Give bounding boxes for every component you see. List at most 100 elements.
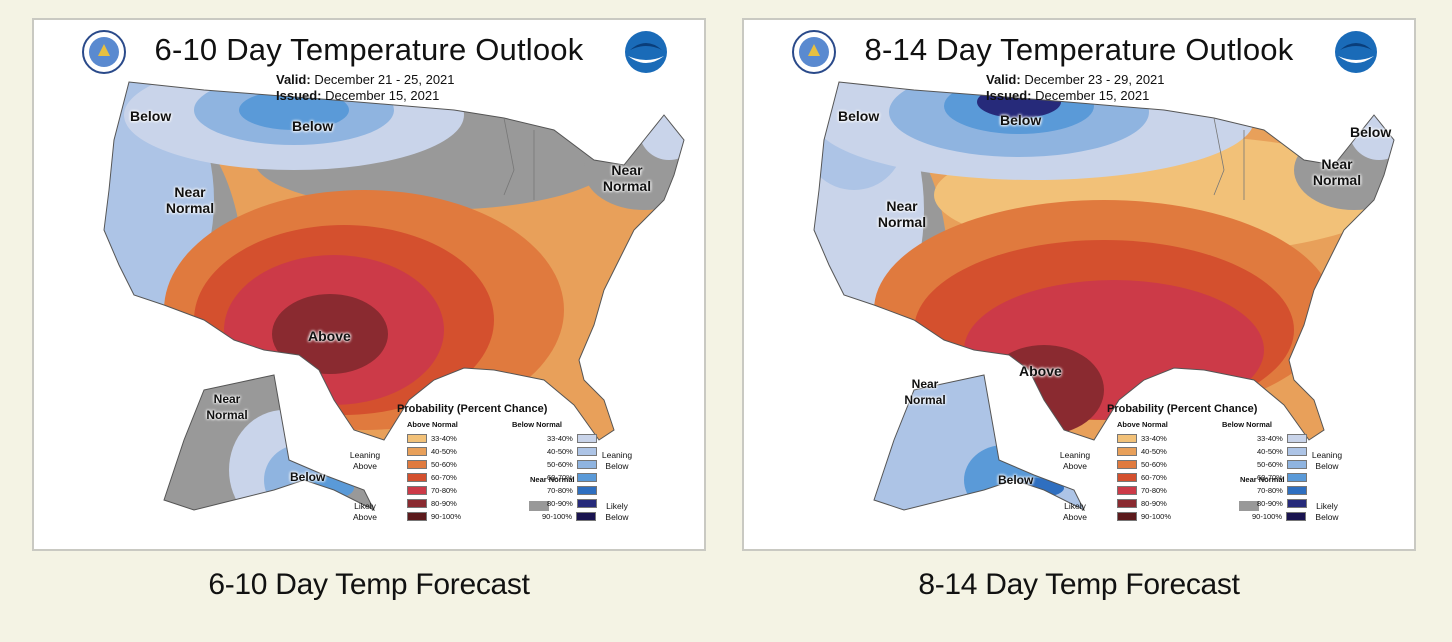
swatch-below-60 bbox=[576, 472, 597, 482]
valid-dates: December 23 - 29, 2021 bbox=[1024, 72, 1165, 87]
legend-below-row: 60-70% bbox=[547, 471, 597, 483]
issued-date: December 15, 2021 bbox=[1035, 88, 1150, 103]
legend-above-row: 60-70% bbox=[1117, 471, 1167, 483]
noaa-logo bbox=[624, 30, 668, 74]
commerce-seal-logo bbox=[792, 30, 836, 74]
legend-above-row: 50-60% bbox=[1117, 458, 1167, 470]
legend-likely-below: Likely Below bbox=[1315, 501, 1339, 522]
legend-above-row: 40-50% bbox=[407, 445, 457, 457]
range-label: 40-50% bbox=[547, 446, 573, 456]
map-title: 6-10 Day Temperature Outlook bbox=[154, 32, 584, 67]
outlook-map-6-10 bbox=[103, 81, 685, 512]
swatch-below-50 bbox=[1286, 459, 1307, 469]
swatch-above-70 bbox=[1117, 485, 1137, 495]
range-label: 90-100% bbox=[431, 511, 462, 521]
legend-above-row: 33-40% bbox=[1117, 432, 1167, 444]
swatch-below-80 bbox=[576, 498, 597, 508]
label-below-northeast: Below bbox=[1350, 124, 1392, 140]
legend-below-header: Below Normal bbox=[512, 420, 563, 429]
zone-below-ne bbox=[639, 100, 684, 160]
swatch-above-33 bbox=[407, 433, 427, 443]
range-label: 33-40% bbox=[547, 433, 573, 443]
label-below-alaska: Below bbox=[290, 470, 326, 484]
label-above: Above bbox=[308, 328, 351, 344]
range-label: 70-80% bbox=[547, 485, 573, 495]
label-below-north: Below bbox=[1000, 112, 1042, 128]
range-label: 80-90% bbox=[431, 498, 457, 508]
range-label: 70-80% bbox=[1141, 485, 1167, 495]
legend-below-row: 90-100% bbox=[542, 510, 597, 522]
legend-leaning-below: Leaning Below bbox=[601, 450, 633, 471]
legend-below-row: 50-60% bbox=[547, 458, 597, 470]
legend-below-row: 70-80% bbox=[547, 484, 597, 496]
legend-above-row: 60-70% bbox=[407, 471, 457, 483]
legend-below-row: 80-90% bbox=[547, 497, 597, 509]
swatch-below-90 bbox=[576, 511, 597, 521]
legend-near-normal: Near Normal bbox=[530, 475, 575, 484]
probability-legend: Probability (Percent Chance) Above Norma… bbox=[342, 403, 642, 543]
range-label: 50-60% bbox=[1257, 459, 1283, 469]
legend-below-row: 70-80% bbox=[1257, 484, 1307, 496]
swatch-above-33 bbox=[1117, 433, 1137, 443]
range-label: 33-40% bbox=[1257, 433, 1283, 443]
issued-date: December 15, 2021 bbox=[325, 88, 440, 103]
legend-leaning-below: Leaning Below bbox=[1311, 450, 1343, 471]
legend-below-row: 50-60% bbox=[1257, 458, 1307, 470]
legend-above-row: 33-40% bbox=[407, 432, 457, 444]
issued-label: Issued: bbox=[276, 88, 322, 103]
swatch-below-33 bbox=[576, 433, 597, 443]
legend-below-row: 40-50% bbox=[547, 445, 597, 457]
range-label: 80-90% bbox=[547, 498, 573, 508]
zone-above-80 bbox=[272, 294, 388, 374]
range-label: 50-60% bbox=[1141, 459, 1167, 469]
valid-issued-block: Valid: December 23 - 29, 2021 Issued: De… bbox=[986, 72, 1165, 104]
label-near-normal-ne: Near Normal bbox=[602, 162, 652, 194]
legend-below-row: 40-50% bbox=[1257, 445, 1307, 457]
legend-above-header: Above Normal bbox=[1117, 420, 1168, 429]
legend-above-row: 90-100% bbox=[407, 510, 461, 522]
range-label: 80-90% bbox=[1257, 498, 1283, 508]
valid-issued-block: Valid: December 21 - 25, 2021 Issued: De… bbox=[276, 72, 455, 104]
range-label: 60-70% bbox=[1257, 472, 1283, 482]
commerce-seal-logo bbox=[82, 30, 126, 74]
legend-below-row: 33-40% bbox=[1257, 432, 1307, 444]
noaa-logo bbox=[1334, 30, 1378, 74]
legend-above-row: 90-100% bbox=[1117, 510, 1171, 522]
swatch-above-90 bbox=[407, 511, 427, 521]
label-near-normal-alaska: Near Normal bbox=[904, 377, 946, 407]
caption-8-14-day[interactable]: 8-14 Day Temp Forecast bbox=[918, 568, 1240, 601]
legend-title: Probability (Percent Chance) bbox=[1107, 403, 1258, 415]
range-label: 40-50% bbox=[1257, 446, 1283, 456]
swatch-above-60 bbox=[1117, 472, 1137, 482]
range-label: 50-60% bbox=[547, 459, 573, 469]
range-label: 60-70% bbox=[1141, 472, 1167, 482]
swatch-below-90 bbox=[1286, 511, 1307, 521]
valid-dates: December 21 - 25, 2021 bbox=[314, 72, 455, 87]
label-below-north: Below bbox=[292, 118, 334, 134]
swatch-above-50 bbox=[1117, 459, 1137, 469]
range-label: 60-70% bbox=[547, 472, 573, 482]
label-above: Above bbox=[1019, 363, 1062, 379]
legend-above-header: Above Normal bbox=[407, 420, 458, 429]
legend-likely-above: Likely Above bbox=[352, 501, 378, 522]
legend-near-normal-swatch bbox=[1239, 501, 1259, 511]
map-card-8-14[interactable]: 8-14 Day Temperature Outlook Valid: Dece… bbox=[742, 18, 1416, 551]
issued-label: Issued: bbox=[986, 88, 1032, 103]
swatch-below-40 bbox=[1286, 446, 1307, 456]
swatch-above-80 bbox=[1117, 498, 1137, 508]
range-label: 70-80% bbox=[431, 485, 457, 495]
range-label: 40-50% bbox=[1141, 446, 1167, 456]
label-below-alaska: Below bbox=[998, 473, 1034, 487]
label-below-west: Below bbox=[838, 108, 880, 124]
caption-6-10-day[interactable]: 6-10 Day Temp Forecast bbox=[208, 568, 530, 601]
zone-below-n-core bbox=[239, 90, 349, 130]
map-card-6-10[interactable]: 6-10 Day Temperature Outlook Valid: Dece… bbox=[32, 18, 706, 551]
swatch-above-50 bbox=[407, 459, 427, 469]
legend-likely-above: Likely Above bbox=[1062, 501, 1088, 522]
range-label: 33-40% bbox=[431, 433, 457, 443]
swatch-below-60 bbox=[1286, 472, 1307, 482]
swatch-below-70 bbox=[576, 485, 597, 495]
label-below-west: Below bbox=[130, 108, 172, 124]
probability-legend: Probability (Percent Chance) Above Norma… bbox=[1052, 403, 1352, 543]
valid-label: Valid: bbox=[986, 72, 1021, 87]
